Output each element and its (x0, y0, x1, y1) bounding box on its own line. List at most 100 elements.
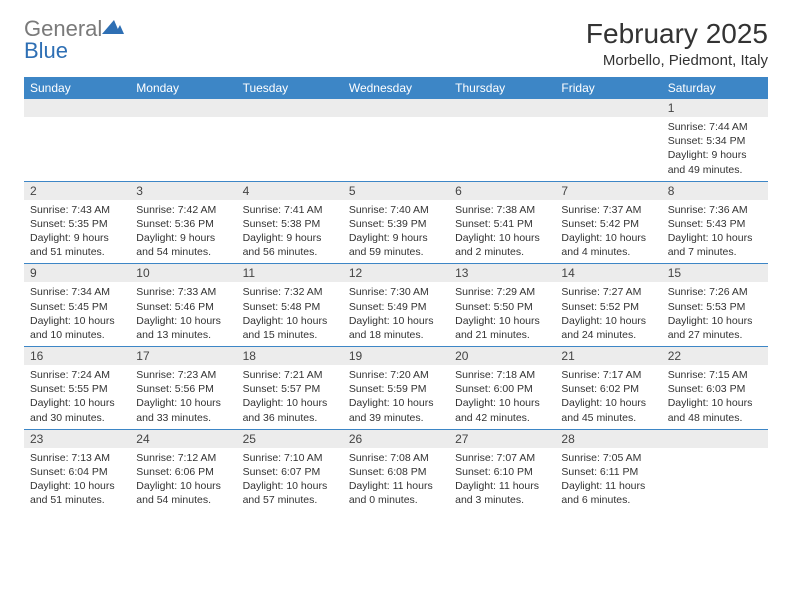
day-details: Sunrise: 7:33 AMSunset: 5:46 PMDaylight:… (130, 282, 236, 346)
day-number (24, 99, 130, 117)
day-number: 18 (237, 347, 343, 365)
calendar-cell: 12Sunrise: 7:30 AMSunset: 5:49 PMDayligh… (343, 264, 449, 347)
calendar-week-row: 9Sunrise: 7:34 AMSunset: 5:45 PMDaylight… (24, 264, 768, 347)
calendar-cell: 18Sunrise: 7:21 AMSunset: 5:57 PMDayligh… (237, 347, 343, 430)
day-details: Sunrise: 7:15 AMSunset: 6:03 PMDaylight:… (662, 365, 768, 429)
calendar-cell: 23Sunrise: 7:13 AMSunset: 6:04 PMDayligh… (24, 429, 130, 511)
day-number: 9 (24, 264, 130, 282)
day-details (555, 117, 661, 173)
calendar-cell: 28Sunrise: 7:05 AMSunset: 6:11 PMDayligh… (555, 429, 661, 511)
day-number: 15 (662, 264, 768, 282)
calendar-cell (130, 99, 236, 181)
day-number: 28 (555, 430, 661, 448)
day-number: 14 (555, 264, 661, 282)
day-details: Sunrise: 7:34 AMSunset: 5:45 PMDaylight:… (24, 282, 130, 346)
day-details (130, 117, 236, 173)
calendar-week-row: 1Sunrise: 7:44 AMSunset: 5:34 PMDaylight… (24, 99, 768, 181)
day-header-row: Sunday Monday Tuesday Wednesday Thursday… (24, 77, 768, 99)
day-number: 13 (449, 264, 555, 282)
day-details: Sunrise: 7:42 AMSunset: 5:36 PMDaylight:… (130, 200, 236, 264)
day-number (343, 99, 449, 117)
day-number (662, 430, 768, 448)
calendar-week-row: 2Sunrise: 7:43 AMSunset: 5:35 PMDaylight… (24, 181, 768, 264)
brand-part2: Blue (24, 38, 68, 63)
calendar-cell: 21Sunrise: 7:17 AMSunset: 6:02 PMDayligh… (555, 347, 661, 430)
calendar-cell: 4Sunrise: 7:41 AMSunset: 5:38 PMDaylight… (237, 181, 343, 264)
day-number (449, 99, 555, 117)
day-number: 12 (343, 264, 449, 282)
day-number: 20 (449, 347, 555, 365)
day-number: 8 (662, 182, 768, 200)
day-number: 22 (662, 347, 768, 365)
calendar-cell: 26Sunrise: 7:08 AMSunset: 6:08 PMDayligh… (343, 429, 449, 511)
day-details (662, 448, 768, 504)
calendar-table: Sunday Monday Tuesday Wednesday Thursday… (24, 77, 768, 511)
calendar-cell: 3Sunrise: 7:42 AMSunset: 5:36 PMDaylight… (130, 181, 236, 264)
day-details: Sunrise: 7:12 AMSunset: 6:06 PMDaylight:… (130, 448, 236, 512)
calendar-cell: 11Sunrise: 7:32 AMSunset: 5:48 PMDayligh… (237, 264, 343, 347)
day-details: Sunrise: 7:38 AMSunset: 5:41 PMDaylight:… (449, 200, 555, 264)
col-wednesday: Wednesday (343, 77, 449, 99)
calendar-page: GeneralBlue February 2025 Morbello, Pied… (0, 0, 792, 529)
day-number: 3 (130, 182, 236, 200)
day-number: 7 (555, 182, 661, 200)
day-details: Sunrise: 7:27 AMSunset: 5:52 PMDaylight:… (555, 282, 661, 346)
day-details: Sunrise: 7:23 AMSunset: 5:56 PMDaylight:… (130, 365, 236, 429)
calendar-cell: 25Sunrise: 7:10 AMSunset: 6:07 PMDayligh… (237, 429, 343, 511)
calendar-cell: 20Sunrise: 7:18 AMSunset: 6:00 PMDayligh… (449, 347, 555, 430)
day-number: 10 (130, 264, 236, 282)
calendar-cell: 13Sunrise: 7:29 AMSunset: 5:50 PMDayligh… (449, 264, 555, 347)
day-details: Sunrise: 7:21 AMSunset: 5:57 PMDaylight:… (237, 365, 343, 429)
calendar-cell: 22Sunrise: 7:15 AMSunset: 6:03 PMDayligh… (662, 347, 768, 430)
day-details (449, 117, 555, 173)
calendar-cell: 27Sunrise: 7:07 AMSunset: 6:10 PMDayligh… (449, 429, 555, 511)
day-number: 24 (130, 430, 236, 448)
day-number: 25 (237, 430, 343, 448)
day-number: 23 (24, 430, 130, 448)
day-details: Sunrise: 7:29 AMSunset: 5:50 PMDaylight:… (449, 282, 555, 346)
day-number: 27 (449, 430, 555, 448)
day-number (237, 99, 343, 117)
day-details: Sunrise: 7:17 AMSunset: 6:02 PMDaylight:… (555, 365, 661, 429)
day-number: 16 (24, 347, 130, 365)
calendar-cell: 24Sunrise: 7:12 AMSunset: 6:06 PMDayligh… (130, 429, 236, 511)
calendar-cell: 10Sunrise: 7:33 AMSunset: 5:46 PMDayligh… (130, 264, 236, 347)
day-details: Sunrise: 7:32 AMSunset: 5:48 PMDaylight:… (237, 282, 343, 346)
calendar-cell: 7Sunrise: 7:37 AMSunset: 5:42 PMDaylight… (555, 181, 661, 264)
day-details: Sunrise: 7:44 AMSunset: 5:34 PMDaylight:… (662, 117, 768, 181)
day-details: Sunrise: 7:20 AMSunset: 5:59 PMDaylight:… (343, 365, 449, 429)
title-block: February 2025 Morbello, Piedmont, Italy (586, 18, 768, 69)
page-subtitle: Morbello, Piedmont, Italy (586, 52, 768, 69)
calendar-cell (449, 99, 555, 181)
calendar-cell: 5Sunrise: 7:40 AMSunset: 5:39 PMDaylight… (343, 181, 449, 264)
brand-text: GeneralBlue (24, 18, 124, 62)
day-details (24, 117, 130, 173)
day-details: Sunrise: 7:43 AMSunset: 5:35 PMDaylight:… (24, 200, 130, 264)
day-details: Sunrise: 7:13 AMSunset: 6:04 PMDaylight:… (24, 448, 130, 512)
brand-logo: GeneralBlue (24, 18, 124, 62)
calendar-body: 1Sunrise: 7:44 AMSunset: 5:34 PMDaylight… (24, 99, 768, 511)
day-number: 5 (343, 182, 449, 200)
calendar-cell: 16Sunrise: 7:24 AMSunset: 5:55 PMDayligh… (24, 347, 130, 430)
day-details (343, 117, 449, 173)
calendar-cell: 1Sunrise: 7:44 AMSunset: 5:34 PMDaylight… (662, 99, 768, 181)
col-saturday: Saturday (662, 77, 768, 99)
calendar-cell: 15Sunrise: 7:26 AMSunset: 5:53 PMDayligh… (662, 264, 768, 347)
calendar-cell: 6Sunrise: 7:38 AMSunset: 5:41 PMDaylight… (449, 181, 555, 264)
calendar-cell (343, 99, 449, 181)
calendar-cell: 2Sunrise: 7:43 AMSunset: 5:35 PMDaylight… (24, 181, 130, 264)
day-number: 21 (555, 347, 661, 365)
day-details: Sunrise: 7:24 AMSunset: 5:55 PMDaylight:… (24, 365, 130, 429)
day-details: Sunrise: 7:08 AMSunset: 6:08 PMDaylight:… (343, 448, 449, 512)
calendar-cell: 9Sunrise: 7:34 AMSunset: 5:45 PMDaylight… (24, 264, 130, 347)
day-details: Sunrise: 7:10 AMSunset: 6:07 PMDaylight:… (237, 448, 343, 512)
col-thursday: Thursday (449, 77, 555, 99)
day-details: Sunrise: 7:37 AMSunset: 5:42 PMDaylight:… (555, 200, 661, 264)
col-sunday: Sunday (24, 77, 130, 99)
day-number (130, 99, 236, 117)
day-number: 11 (237, 264, 343, 282)
day-number: 19 (343, 347, 449, 365)
calendar-cell (237, 99, 343, 181)
calendar-week-row: 16Sunrise: 7:24 AMSunset: 5:55 PMDayligh… (24, 347, 768, 430)
day-number (555, 99, 661, 117)
